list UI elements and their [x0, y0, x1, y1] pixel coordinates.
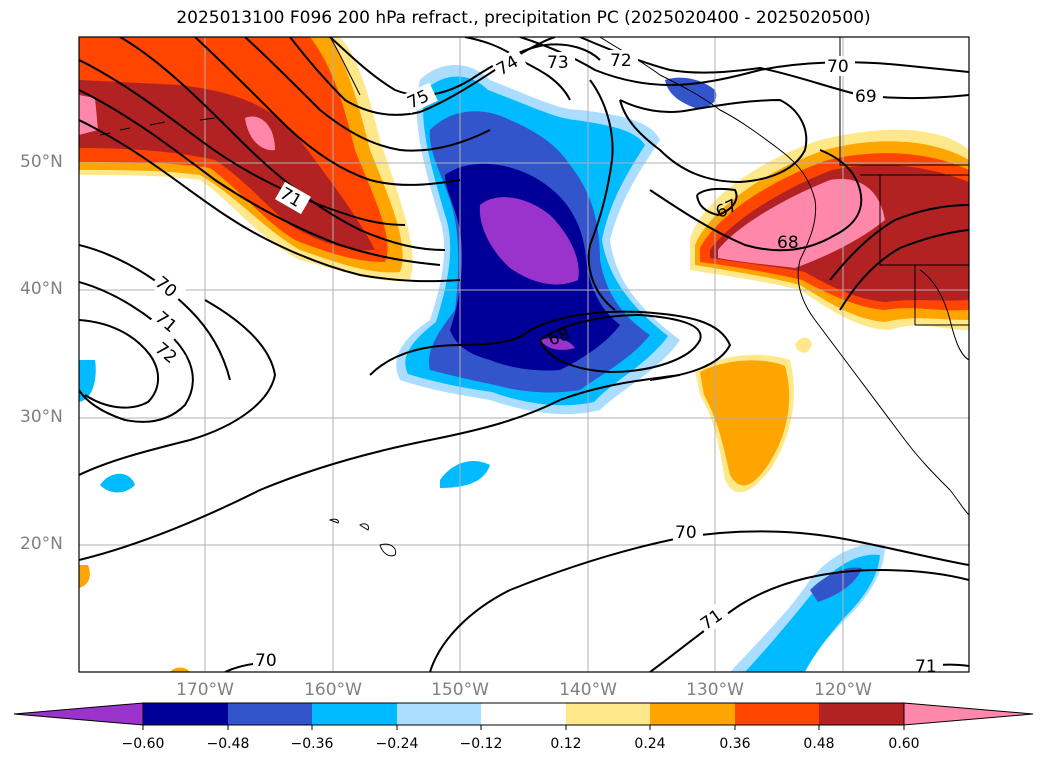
colorbar-swatch: [903, 702, 1034, 726]
colorbar-frame: [142, 702, 905, 726]
colorbar-label: −0.48: [206, 736, 250, 752]
colorbar-label: 0.48: [803, 736, 835, 752]
colorbar-swatch: [735, 703, 819, 725]
colorbar-swatch: [566, 703, 650, 725]
positive-anomaly-nw-pink-b: [245, 116, 275, 151]
map-title: 2025013100 F096 200 hPa refract., precip…: [176, 8, 871, 28]
colorbar-label: 0.12: [550, 736, 582, 752]
contour-label: 71: [915, 657, 937, 677]
contour-67: [696, 187, 738, 217]
contour-j: [587, 79, 616, 311]
colorbar-swatch: [650, 703, 735, 725]
contour-h: [329, 37, 601, 97]
contour-l: [829, 204, 969, 281]
lon-label-160w: 160°W: [304, 680, 362, 700]
contour-68-east: [649, 149, 863, 252]
negative-anomaly-se-36: [810, 567, 862, 602]
contour-p: [369, 310, 732, 381]
contour-label: 69: [855, 87, 877, 107]
lon-label-130w: 130°W: [686, 680, 744, 700]
contour-b: [79, 89, 441, 266]
negative-anomaly-central-purple-a: [479, 197, 579, 285]
positive-anomaly-small-c: [795, 337, 812, 353]
contour-m: [839, 229, 969, 311]
contour-e: [194, 37, 461, 186]
colorbar-swatch: [481, 703, 566, 725]
colorbar-label: 0.24: [634, 736, 666, 752]
contour-label: 70: [827, 57, 849, 77]
contour-71-south: [649, 568, 969, 672]
contour-72-west: [79, 319, 159, 409]
colorbar-label: 0.60: [888, 736, 920, 752]
positive-anomaly-sc-inner: [700, 360, 790, 486]
colorbar-ticks: [142, 725, 905, 730]
contour-n: [79, 299, 277, 476]
contour-f: [244, 37, 491, 152]
lat-label-20n: 20°N: [20, 534, 63, 554]
map-frame: [78, 36, 970, 673]
colorbar-swatch: [819, 703, 904, 725]
contour-label: 70: [255, 651, 277, 671]
colorbar-label: −0.60: [121, 736, 165, 752]
contour-d: [79, 119, 461, 283]
contour-label: 72: [610, 51, 632, 71]
negative-anomaly-small-c: [100, 473, 135, 493]
contour-label: 68: [777, 233, 799, 253]
colorbar: [13, 702, 1034, 730]
lon-label-120w: 120°W: [814, 680, 872, 700]
contour-label-layer: 75 74 73 72 70 69 71 67 68 70 71 72 68 7…: [150, 47, 943, 677]
colorbar-swatch: [143, 703, 228, 725]
colorbar-label: −0.12: [459, 736, 503, 752]
colorbar-swatch: [13, 702, 144, 726]
colorbar-swatch: [228, 703, 312, 725]
lon-label-170w: 170°W: [176, 680, 234, 700]
contour-c: [119, 37, 446, 251]
contour-70: [519, 37, 969, 87]
colorbar-label: −0.36: [290, 736, 334, 752]
colorbar-swatch: [397, 703, 481, 725]
contour-71-west: [79, 281, 194, 423]
negative-anomaly-central-purple-b: [540, 337, 575, 350]
contour-70-west: [79, 244, 231, 381]
positive-anomaly-small-b: [170, 667, 190, 672]
contour-k: [619, 98, 808, 184]
colorbar-label: −0.24: [375, 736, 419, 752]
lat-label-50n: 50°N: [20, 152, 63, 172]
contour-69: [579, 37, 969, 100]
positive-anomaly-small-a: [79, 565, 90, 588]
negative-anomaly-small-a: [440, 460, 490, 488]
contour-68-central: [539, 313, 702, 374]
colorbar-label: 0.36: [719, 736, 751, 752]
lon-label-150w: 150°W: [431, 680, 489, 700]
colorbar-swatch: [312, 703, 397, 725]
coastlines: [99, 37, 969, 557]
positive-anomaly-nw-pink-a: [79, 95, 98, 135]
lon-label-140w: 140°W: [559, 680, 617, 700]
precipitation-fill-layer: [79, 37, 969, 672]
contour-label: 70: [675, 523, 697, 543]
contour-o: [79, 374, 681, 561]
contour-label: 73: [547, 53, 569, 73]
lat-label-40n: 40°N: [20, 279, 63, 299]
lat-label-30n: 30°N: [20, 407, 63, 427]
negative-anomaly-small-b: [79, 360, 96, 402]
contour-a: [79, 59, 406, 226]
